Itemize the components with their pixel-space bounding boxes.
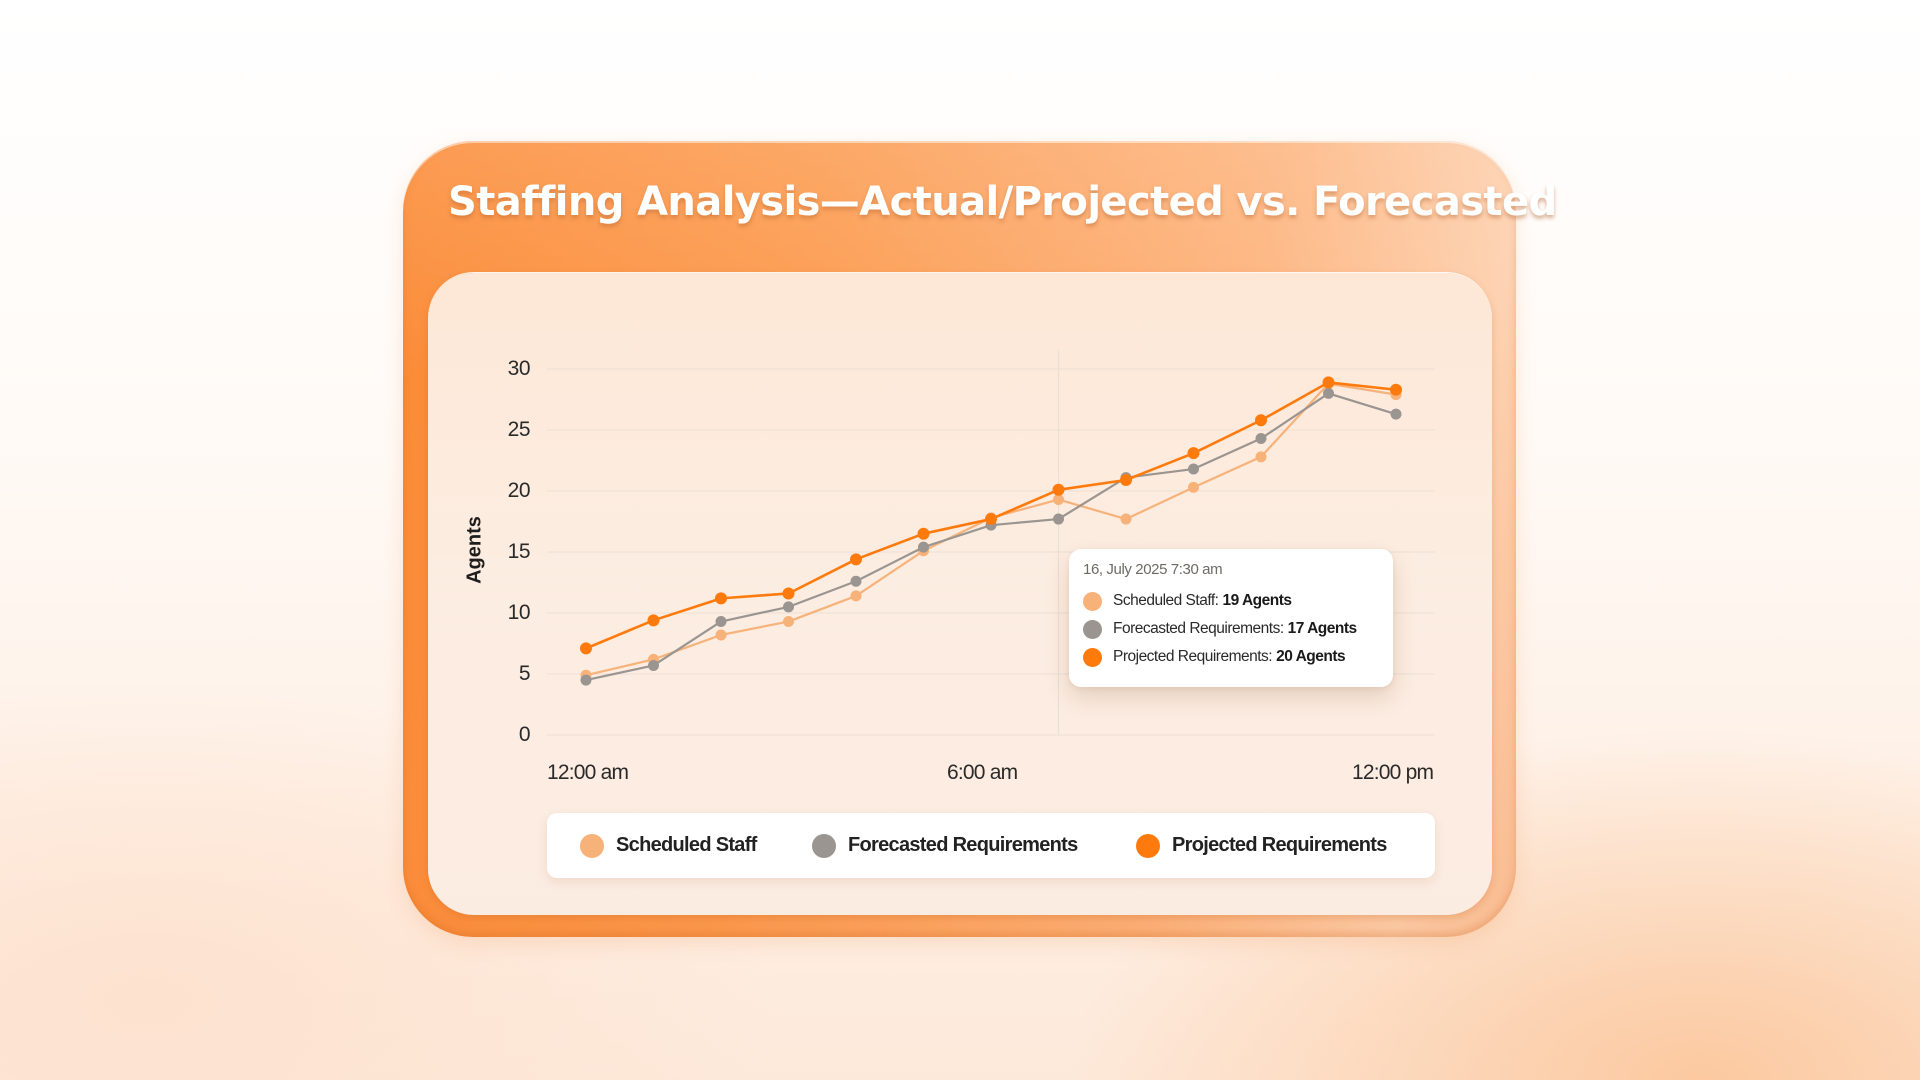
- data-point[interactable]: [1390, 408, 1402, 420]
- tooltip-row-scheduled: Scheduled Staff: 19 Agents: [1083, 587, 1379, 615]
- data-point[interactable]: [580, 642, 592, 655]
- tooltip-value: 17 Agents: [1287, 620, 1358, 637]
- data-point[interactable]: [1052, 483, 1065, 496]
- data-point[interactable]: [1323, 387, 1334, 399]
- data-point[interactable]: [1255, 433, 1267, 445]
- x-tick-label: 6:00 am: [947, 761, 1018, 784]
- data-point[interactable]: [580, 674, 592, 686]
- data-point[interactable]: [782, 587, 795, 600]
- forecasted-dot-icon: [812, 833, 836, 858]
- data-point[interactable]: [1188, 463, 1199, 475]
- data-point[interactable]: [1120, 474, 1132, 487]
- tooltip-label: Forecasted Requirements:: [1113, 620, 1284, 637]
- data-point[interactable]: [1255, 414, 1267, 427]
- tooltip-label: Scheduled Staff:: [1113, 592, 1219, 609]
- scheduled-dot-icon: [580, 833, 604, 858]
- tooltip-date: 16, July 2025 7:30 am: [1083, 561, 1223, 578]
- data-point[interactable]: [985, 513, 997, 526]
- data-point[interactable]: [648, 659, 659, 671]
- data-point[interactable]: [647, 614, 660, 627]
- projected-dot-icon: [1083, 647, 1102, 667]
- series-projected-requirements: [580, 376, 1402, 655]
- legend-label: Projected Requirements: [1172, 834, 1387, 856]
- data-point[interactable]: [715, 616, 727, 628]
- y-tick-label: 15: [507, 540, 531, 563]
- data-point[interactable]: [917, 527, 930, 540]
- data-point[interactable]: [1188, 481, 1199, 493]
- data-point[interactable]: [850, 553, 862, 566]
- data-point[interactable]: [1120, 513, 1132, 525]
- projected-dot-icon: [1136, 833, 1160, 858]
- y-tick-label: 20: [507, 479, 531, 502]
- scheduled-dot-icon: [1083, 591, 1102, 611]
- data-point[interactable]: [1255, 451, 1267, 463]
- tooltip-row-forecasted: Forecasted Requirements: 17 Agents: [1083, 615, 1379, 643]
- data-point[interactable]: [783, 616, 794, 628]
- legend-label: Forecasted Requirements: [848, 834, 1078, 856]
- data-point[interactable]: [850, 590, 862, 602]
- data-point[interactable]: [1322, 376, 1335, 389]
- y-tick-label: 30: [507, 357, 531, 380]
- legend-label: Scheduled Staff: [616, 834, 757, 856]
- data-point[interactable]: [715, 629, 727, 641]
- x-tick-label: 12:00 am: [547, 761, 629, 784]
- tooltip-value: 19 Agents: [1222, 592, 1292, 609]
- legend-item-projected-requirements[interactable]: Projected Requirements: [1136, 813, 1387, 878]
- tooltip-value: 20 Agents: [1276, 648, 1346, 665]
- legend-item-forecasted-requirements[interactable]: Forecasted Requirements: [812, 813, 1078, 878]
- tooltip-label: Projected Requirements:: [1113, 648, 1273, 665]
- data-point[interactable]: [715, 592, 727, 605]
- legend-item-scheduled-staff[interactable]: Scheduled Staff: [580, 813, 757, 878]
- forecasted-dot-icon: [1083, 619, 1102, 639]
- series-forecasted-requirements: [580, 387, 1402, 686]
- x-tick-label: 12:00 pm: [1352, 761, 1434, 784]
- chart-series: [580, 376, 1402, 686]
- data-point[interactable]: [1390, 383, 1402, 396]
- chart-card: Staffing Analysis—Actual/Projected vs. F…: [403, 141, 1557, 937]
- y-axis-title: Agents: [463, 516, 486, 584]
- chart-legend: Scheduled Staff Forecasted Requirements …: [547, 813, 1435, 878]
- y-tick-label: 25: [507, 418, 531, 441]
- tooltip-row-projected: Projected Requirements: 20 Agents: [1083, 643, 1379, 671]
- y-tick-label: 5: [518, 662, 531, 685]
- y-tick-label: 0: [518, 723, 531, 746]
- y-tick-label: 10: [507, 601, 531, 624]
- data-point[interactable]: [1187, 447, 1200, 460]
- data-tooltip: 16, July 2025 7:30 am Scheduled Staff: 1…: [1069, 549, 1393, 687]
- data-point[interactable]: [850, 575, 862, 587]
- data-point[interactable]: [918, 541, 929, 553]
- chart-title: Staffing Analysis—Actual/Projected vs. F…: [448, 179, 1557, 225]
- data-point[interactable]: [1053, 494, 1064, 506]
- data-point[interactable]: [783, 601, 794, 613]
- data-point[interactable]: [1053, 513, 1064, 525]
